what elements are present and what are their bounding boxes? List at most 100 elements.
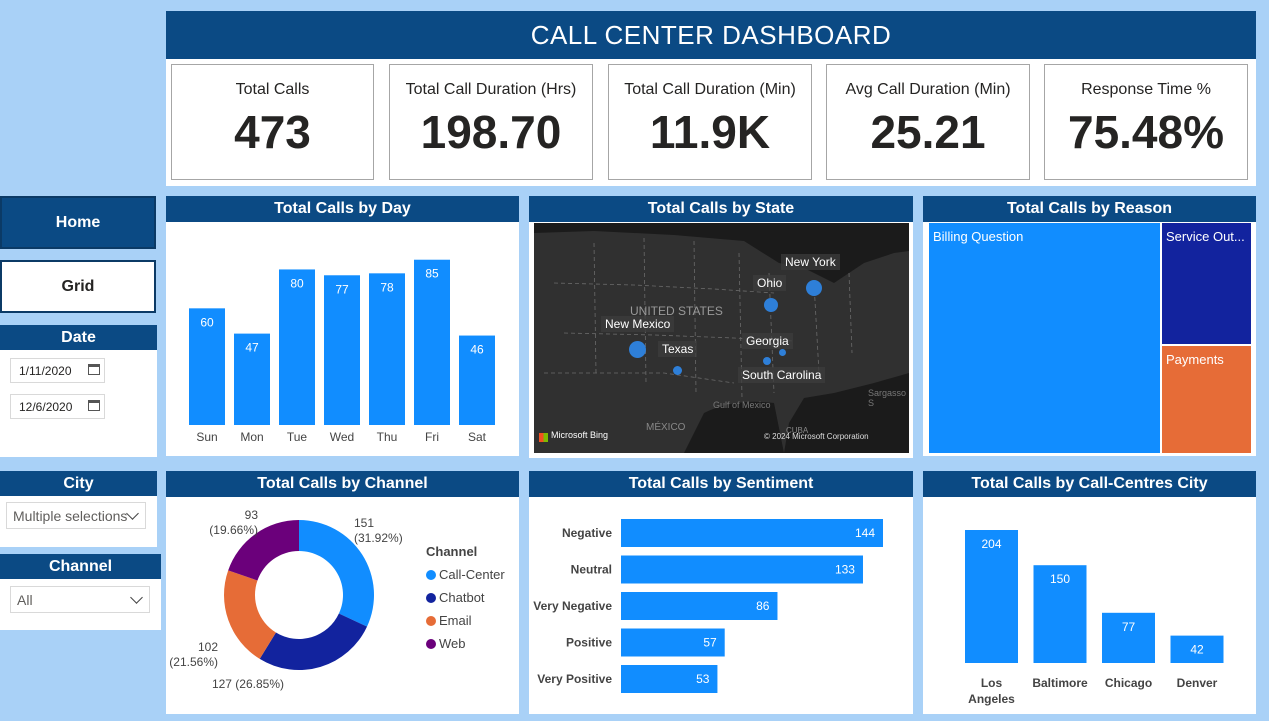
map-bubble-ohio[interactable] <box>764 298 778 312</box>
map-label-south-carolina: South Carolina <box>738 367 826 383</box>
day-axis-label: Sun <box>196 430 217 444</box>
sentiment-bar[interactable] <box>621 592 778 620</box>
sentiment-bar[interactable] <box>621 628 725 657</box>
day-bar[interactable] <box>189 308 225 425</box>
day-axis-label: Mon <box>240 430 263 444</box>
donut-data-label: 102 <box>198 640 218 654</box>
city-bar[interactable] <box>965 530 1018 663</box>
calls-by-city-chart: 204 Los Angeles 150 Baltimore 77 Chicago 42 Denv… <box>965 530 1224 706</box>
legend-marker <box>426 592 436 603</box>
panel-title: Total Calls by Channel <box>166 471 519 497</box>
day-bar[interactable] <box>459 335 495 425</box>
end-date-input[interactable]: 12/6/2020 <box>10 394 105 419</box>
chevron-down-icon <box>130 591 143 604</box>
day-bar[interactable] <box>324 275 360 425</box>
legend-title: Channel <box>426 544 478 559</box>
map-bubble-new-mexico[interactable] <box>629 341 646 358</box>
city-dropdown[interactable]: Multiple selections <box>6 502 146 529</box>
calendar-icon[interactable] <box>88 400 100 411</box>
legend-label: Email <box>439 613 472 628</box>
channel-dropdown[interactable]: All <box>10 586 150 613</box>
calls-by-day-chart: 60 Sun 47 Mon 80 Tue 77 Wed 78 Thu 85 Fri 46 Sat <box>189 259 495 444</box>
kpi-value: 11.9K <box>649 106 771 158</box>
kpi-label: Avg Call Duration (Min) <box>845 81 1011 98</box>
day-bar[interactable] <box>414 259 450 425</box>
map-bubble-new-york[interactable] <box>806 280 822 296</box>
day-axis-label: Sat <box>468 430 487 444</box>
kpi-total-calls: Total Calls 473 <box>171 64 374 180</box>
day-axis-label: Thu <box>377 430 398 444</box>
legend-marker <box>426 638 436 649</box>
legend-item-call-center[interactable]: Call-Center <box>426 567 505 582</box>
treemap-label: Service Out... <box>1166 229 1245 244</box>
donut-slice-web[interactable] <box>228 520 299 581</box>
calls-by-reason-panel: Total Calls by Reason Billing Question S… <box>923 196 1256 456</box>
sentiment-bar-label: 86 <box>756 599 770 613</box>
calls-by-channel-chart: 151(31.92%) 127 (26.85%) 102(21.56%) 93(19.… <box>169 508 402 691</box>
sentiment-bar[interactable] <box>621 555 863 584</box>
city-bar-label: 42 <box>1190 643 1204 657</box>
day-bar[interactable] <box>369 273 405 425</box>
home-button[interactable]: Home <box>0 196 156 249</box>
map-bubble-georgia[interactable] <box>763 357 771 365</box>
sentiment-bar-label: 133 <box>835 563 855 577</box>
map-bubble-texas[interactable] <box>673 366 682 375</box>
kpi-value: 75.48% <box>1067 106 1224 158</box>
start-date-input[interactable]: 1/11/2020 <box>10 358 105 383</box>
donut-slice-email[interactable] <box>224 570 276 659</box>
map-bg-label: CUBA <box>786 426 809 435</box>
legend-marker <box>426 615 436 626</box>
state-map[interactable]: UNITED STATES Gulf of Mexico MÉXICO CUBA… <box>534 223 909 453</box>
day-bar-label: 77 <box>335 282 349 296</box>
city-slicer-title: City <box>0 471 157 496</box>
kpi-response-time: Response Time % 75.48% <box>1044 64 1248 180</box>
chevron-down-icon <box>126 507 139 520</box>
channel-legend: Channel Call-Center Chatbot Email Web <box>426 544 505 651</box>
city-bar[interactable] <box>1170 635 1224 663</box>
sentiment-bar-label: 53 <box>696 672 710 686</box>
bing-label: Microsoft Bing <box>551 430 609 440</box>
treemap-tile-service-outage[interactable]: Service Out... <box>1162 223 1251 344</box>
treemap-tile-payments[interactable]: Payments <box>1162 346 1251 453</box>
kpi-value: 25.21 <box>870 106 986 158</box>
legend-item-email[interactable]: Email <box>426 613 505 628</box>
start-date-value: 1/11/2020 <box>19 363 72 378</box>
legend-item-chatbot[interactable]: Chatbot <box>426 590 505 605</box>
city-bar-label: 77 <box>1122 620 1136 634</box>
donut-data-label: 127 (26.85%) <box>212 677 284 691</box>
legend-item-web[interactable]: Web <box>426 636 505 651</box>
kpi-label: Total Call Duration (Min) <box>624 81 796 98</box>
day-bar-label: 85 <box>425 267 439 281</box>
city-slicer: City Multiple selections <box>0 471 157 547</box>
kpi-value: 473 <box>234 106 311 158</box>
map-bubble-south-carolina[interactable] <box>779 349 786 356</box>
map-bg-label: Gulf of Mexico <box>713 400 771 410</box>
day-bar[interactable] <box>234 333 270 425</box>
city-axis-label: Baltimore <box>1032 676 1088 690</box>
sentiment-axis-label: Very Positive <box>537 672 612 686</box>
sentiment-axis-label: Negative <box>562 526 612 540</box>
day-bar[interactable] <box>279 269 315 425</box>
day-bar-label: 47 <box>245 341 259 355</box>
grid-button[interactable]: Grid <box>0 260 156 313</box>
city-axis-label: Denver <box>1177 676 1218 690</box>
channel-dropdown-value: All <box>17 591 33 608</box>
treemap-tile-billing[interactable]: Billing Question <box>929 223 1160 453</box>
sentiment-bar[interactable] <box>621 519 883 547</box>
map-copyright: © 2024 Microsoft Corporation <box>764 432 869 441</box>
city-bar[interactable] <box>1102 612 1155 663</box>
kpi-label: Response Time % <box>1081 81 1211 98</box>
panel-title: Total Calls by State <box>529 196 913 222</box>
date-slicer: Date 1/11/2020 12/6/2020 <box>0 325 157 457</box>
day-bar-label: 78 <box>380 280 394 294</box>
city-bar-label: 150 <box>1050 572 1070 586</box>
sentiment-bar[interactable] <box>621 665 718 693</box>
city-bar[interactable] <box>1033 565 1087 663</box>
legend-label: Chatbot <box>439 590 485 605</box>
donut-slice-call-center[interactable] <box>299 520 374 627</box>
legend-label: Web <box>439 636 466 651</box>
map-label-new-mexico: New Mexico <box>601 316 675 332</box>
donut-slice-chatbot[interactable] <box>259 613 368 670</box>
calendar-icon[interactable] <box>88 364 100 375</box>
kpi-strip: Total Calls 473 Total Call Duration (Hrs… <box>166 59 1256 186</box>
